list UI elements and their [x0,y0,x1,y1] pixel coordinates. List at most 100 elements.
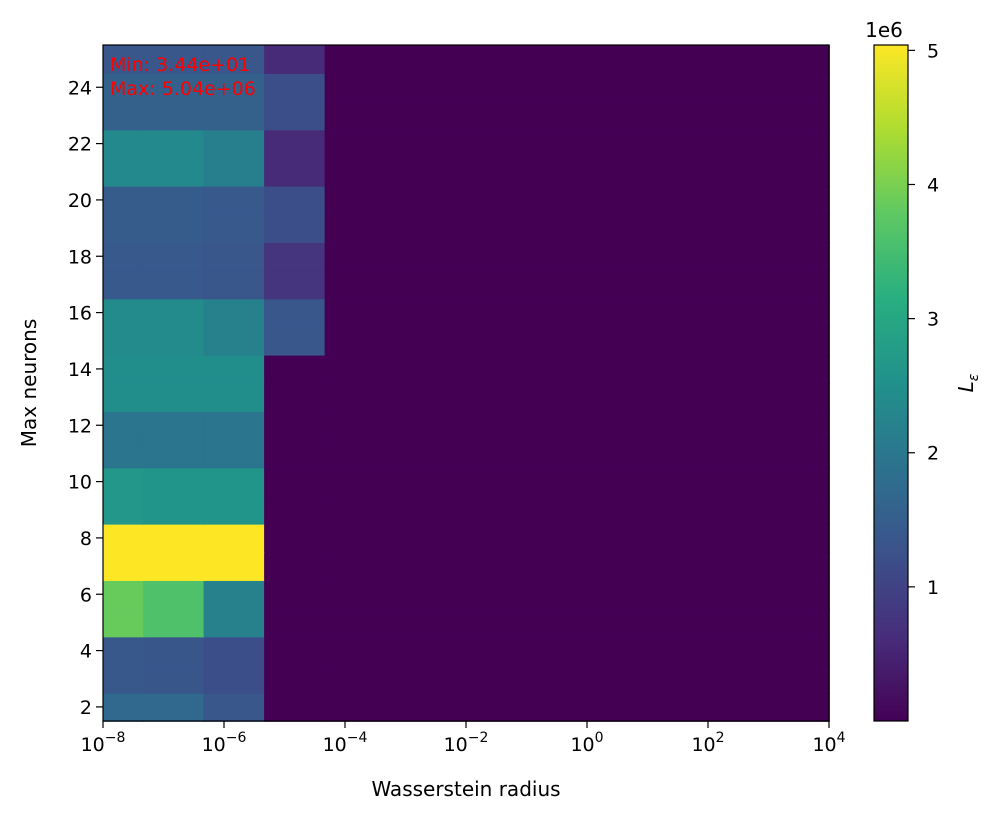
heatmap-cell [102,213,145,243]
colorbar-label: Lε [954,373,982,392]
heatmap-cell [102,241,145,272]
heatmap-cell [264,551,326,581]
heatmap-cell [203,636,266,666]
heatmap-cell [102,467,145,497]
colorbar-tick-label: 4 [927,174,939,196]
y-tick-label: 8 [80,528,92,550]
heatmap-cell [324,551,830,581]
heatmap-cell [324,270,830,300]
colorbar-tick-label: 1 [927,577,939,599]
x-tick-label: 10−8 [81,730,126,756]
heatmap-cell [102,636,145,666]
heatmap-cell [143,608,205,638]
heatmap-cell [102,692,145,722]
heatmap-cell [102,439,145,469]
colorbar-label-main: L [954,381,978,392]
heatmap-cell [203,410,266,441]
heatmap-cell [143,326,205,356]
heatmap-cell [264,523,326,553]
colorbar-label-sub: ε [966,373,982,381]
heatmap-cell [203,241,266,272]
heatmap-cell [264,467,326,497]
heatmap-cell [203,213,266,243]
heatmap-cell [143,692,205,722]
heatmap-cell [324,579,830,610]
heatmap-cell [143,213,205,243]
heatmap-cell [264,382,326,412]
heatmap-cell [143,579,205,610]
y-tick-label: 14 [68,359,92,381]
heatmap-cell [203,551,266,581]
heatmap-cell [143,129,205,159]
heatmap-cell [143,495,205,525]
heatmap-cell [143,101,205,131]
heatmap-cell [324,326,830,356]
heatmap-cell [264,44,326,74]
heatmap-cell [143,551,205,581]
heatmap-cell [102,44,145,74]
heatmap-cell [203,692,266,722]
heatmap-cell [324,129,830,159]
heatmap-cell [203,354,266,384]
heatmap-cell [264,636,326,666]
heatmap-cell [203,270,266,300]
heatmap-cell [102,382,145,412]
y-tick-label: 12 [68,415,92,437]
heatmap-cell [203,298,266,328]
heatmap-cell [324,72,830,103]
heatmap-cell [324,382,830,412]
heatmap-cell [143,636,205,666]
x-tick-label: 104 [812,730,845,756]
heatmap-cell [102,551,145,581]
heatmap-cell [203,326,266,356]
heatmap-cell [264,439,326,469]
heatmap-cell [264,354,326,384]
y-tick-label: 2 [80,697,92,719]
heatmap-cell [143,241,205,272]
x-axis-ticks: 10−8 10−6 10−4 10−2 100 102 104 [81,721,846,756]
x-tick-label: 10−4 [323,730,368,756]
heatmap-cell [143,72,205,103]
y-axis-label: Max neurons [17,319,41,447]
heatmap-cell [203,439,266,469]
heatmap-cell [203,523,266,553]
heatmap-cell [324,636,830,666]
heatmap-cell [264,72,326,103]
x-tick-label: 10−6 [202,730,247,756]
heatmap-cell [203,101,266,131]
heatmap-cell [264,213,326,243]
colorbar-tick-label: 2 [927,443,939,465]
heatmap-cell [324,298,830,328]
heatmap-cell [264,495,326,525]
heatmap-cell [264,326,326,356]
y-tick-label: 22 [68,134,92,156]
heatmap-cell [264,692,326,722]
heatmap-cell [102,298,145,328]
y-tick-label: 6 [80,584,92,606]
heatmap-cell [203,467,266,497]
heatmap-cell [324,157,830,187]
heatmap-cell [264,298,326,328]
x-tick-label: 10−2 [444,730,489,756]
heatmap-cell [264,241,326,272]
heatmap-cell [102,608,145,638]
heatmap-cell [102,185,145,215]
heatmap-cell [143,185,205,215]
heatmap-cell [143,467,205,497]
heatmap-cell [324,410,830,441]
heatmap-cell [203,664,266,694]
colorbar-tick-label: 5 [927,40,939,62]
heatmap-cell [102,129,145,159]
heatmap-cell [203,495,266,525]
heatmap-cell [324,608,830,638]
y-tick-label: 4 [80,641,92,663]
heatmap-cell [102,270,145,300]
y-tick-label: 16 [68,303,92,325]
heatmap-cell [264,608,326,638]
heatmap-cell [102,410,145,441]
heatmap-cell [143,354,205,384]
heatmap-cell [102,101,145,131]
heatmap-cell [143,382,205,412]
heatmap-cell [203,129,266,159]
